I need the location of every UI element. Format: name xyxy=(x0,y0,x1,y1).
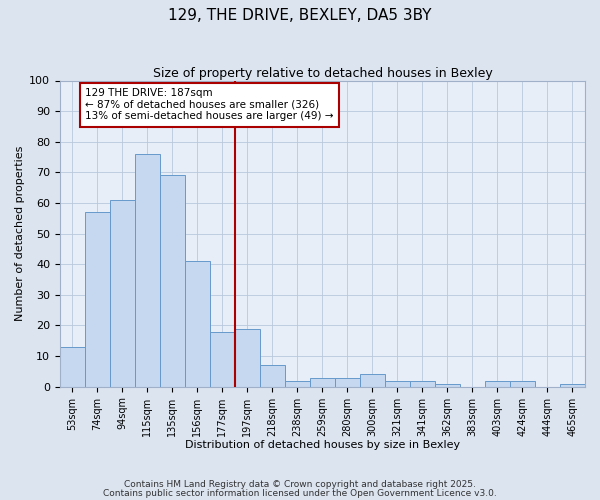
Bar xyxy=(260,366,285,386)
Text: Contains HM Land Registry data © Crown copyright and database right 2025.: Contains HM Land Registry data © Crown c… xyxy=(124,480,476,489)
Bar xyxy=(185,261,210,386)
Bar xyxy=(85,212,110,386)
Bar xyxy=(160,176,185,386)
Bar xyxy=(435,384,460,386)
Bar xyxy=(310,378,335,386)
Text: 129, THE DRIVE, BEXLEY, DA5 3BY: 129, THE DRIVE, BEXLEY, DA5 3BY xyxy=(168,8,432,22)
Bar xyxy=(235,328,260,386)
Bar xyxy=(60,347,85,387)
Bar xyxy=(110,200,135,386)
Bar xyxy=(210,332,235,386)
X-axis label: Distribution of detached houses by size in Bexley: Distribution of detached houses by size … xyxy=(185,440,460,450)
Bar xyxy=(560,384,585,386)
Title: Size of property relative to detached houses in Bexley: Size of property relative to detached ho… xyxy=(152,68,493,80)
Text: Contains public sector information licensed under the Open Government Licence v3: Contains public sector information licen… xyxy=(103,488,497,498)
Y-axis label: Number of detached properties: Number of detached properties xyxy=(15,146,25,322)
Bar xyxy=(410,380,435,386)
Bar xyxy=(510,380,535,386)
Bar xyxy=(135,154,160,386)
Bar xyxy=(360,374,385,386)
Bar xyxy=(485,380,510,386)
Bar xyxy=(335,378,360,386)
Text: 129 THE DRIVE: 187sqm
← 87% of detached houses are smaller (326)
13% of semi-det: 129 THE DRIVE: 187sqm ← 87% of detached … xyxy=(85,88,334,122)
Bar xyxy=(385,380,410,386)
Bar xyxy=(285,380,310,386)
